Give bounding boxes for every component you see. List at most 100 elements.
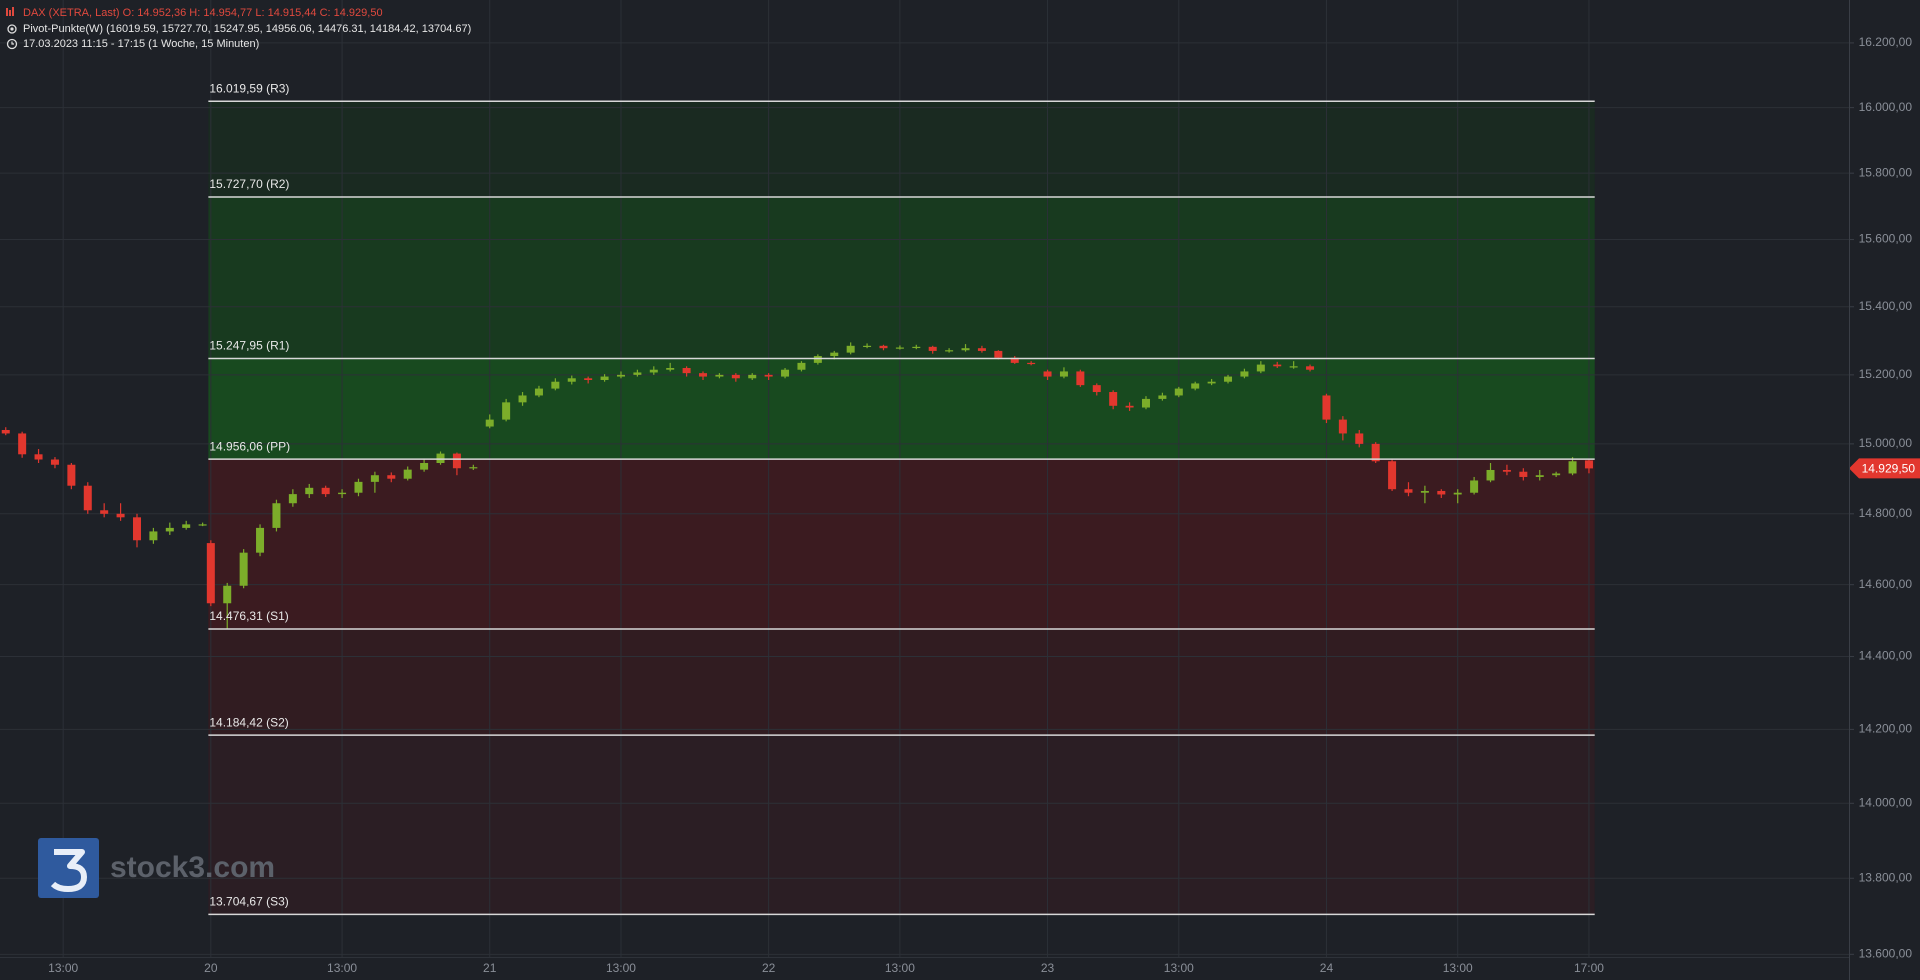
candle-body (1027, 362, 1036, 365)
candle-body (1338, 419, 1347, 434)
candle-body (1502, 469, 1511, 472)
candle-body (534, 388, 543, 396)
candle-body (731, 374, 740, 379)
pivot-label: 14.476,31 (S1) (209, 609, 288, 623)
candle-body (1240, 371, 1249, 377)
candle-body (239, 552, 248, 586)
candle-body (198, 524, 207, 526)
candle-body (1109, 392, 1118, 406)
candle-body (1306, 366, 1315, 370)
candle-body (1076, 371, 1085, 386)
candle-body (469, 467, 478, 469)
candle-body (272, 503, 281, 528)
last-price-tag (1849, 458, 1920, 479)
y-tick-label: 15.000,00 (1859, 436, 1913, 450)
candle-body (945, 350, 954, 352)
candle-body (863, 345, 872, 348)
y-tick-label: 14.200,00 (1859, 722, 1913, 736)
x-tick-label: 22 (762, 961, 776, 975)
y-tick-label: 13.800,00 (1859, 870, 1913, 884)
pivot-label: 14.184,42 (S2) (209, 715, 288, 729)
candle-body (1043, 371, 1052, 377)
candle-body (567, 378, 576, 382)
legend-icon (6, 7, 14, 16)
legend-line: DAX (XETRA, Last) O: 14.952,36 H: 14.954… (23, 7, 383, 19)
candle-body (502, 402, 511, 420)
candle-body (584, 378, 593, 381)
y-tick-label: 16.000,00 (1859, 100, 1913, 114)
legend-icon (10, 27, 14, 31)
y-tick-label: 16.200,00 (1859, 35, 1913, 49)
candle-body (67, 464, 76, 486)
y-tick-label: 14.800,00 (1859, 506, 1913, 520)
candle-body (165, 527, 174, 532)
legend-line: Pivot-Punkte(W) (16019.59, 15727.70, 152… (23, 23, 471, 35)
y-tick-label: 15.600,00 (1859, 232, 1913, 246)
pivot-zones (208, 101, 1595, 915)
candle-body (1470, 480, 1479, 493)
y-tick-label: 15.800,00 (1859, 165, 1913, 179)
pivot-label: 15.247,95 (R1) (209, 339, 289, 353)
labels: 13.600,00 13.800,00 14.000,00 14.200,00 14.4… (48, 35, 1920, 975)
x-tick-label: 13:00 (48, 961, 78, 975)
logo-glyph (50, 849, 87, 892)
candle-body (83, 485, 92, 511)
candle-body (1289, 366, 1298, 368)
candle-body (518, 395, 527, 403)
candle-body (387, 475, 396, 479)
candle-body (305, 487, 314, 495)
candle-body (321, 487, 330, 495)
candle-body (748, 374, 757, 379)
candle-body (403, 469, 412, 479)
candle-body (452, 453, 461, 469)
candle-body (1371, 443, 1380, 462)
candle-body (182, 524, 191, 528)
candle-body (370, 475, 379, 482)
watermark-logo: stock3.com (38, 838, 275, 898)
pivot-label: 13.704,67 (S3) (209, 895, 288, 909)
candle-body (1322, 395, 1331, 420)
candle-body (1125, 405, 1134, 408)
y-tick-label: 13.600,00 (1859, 946, 1913, 960)
candle-body (1552, 473, 1561, 476)
candle-body (977, 348, 986, 351)
candle-body (715, 374, 724, 377)
pivot-label: 15.727,70 (R2) (209, 177, 289, 191)
pivot-zone (208, 629, 1595, 736)
candle-body (616, 374, 625, 377)
candle-body (1, 429, 10, 434)
candle-body (132, 517, 141, 541)
candle-body (1224, 376, 1233, 382)
candle-body (682, 368, 691, 374)
x-tick-label: 13:00 (885, 961, 915, 975)
y-tick-label: 15.400,00 (1859, 299, 1913, 313)
candle-body (912, 346, 921, 349)
legend: DAX (XETRA, Last) O: 14.952,36 H: 14.954… (6, 7, 471, 50)
candle-body (551, 381, 560, 389)
candle-body (1453, 492, 1462, 495)
candle-body (1256, 364, 1265, 372)
candle-body (1584, 460, 1593, 469)
x-tick-label: 24 (1320, 961, 1334, 975)
candle-body (485, 419, 494, 427)
candle-body (1059, 371, 1068, 377)
x-tick-label: 17:00 (1574, 961, 1604, 975)
candle-body (1535, 475, 1544, 477)
candle-body (1486, 469, 1495, 481)
candle-body (1388, 461, 1397, 490)
candle-body (600, 376, 609, 381)
pivot-zone (208, 735, 1595, 915)
candle-body (895, 347, 904, 349)
candle-body (879, 345, 888, 349)
candle-body (994, 350, 1003, 358)
candle-body (797, 362, 806, 370)
candle-body (50, 459, 59, 465)
candle-body (781, 369, 790, 377)
y-tick-label: 14.400,00 (1859, 649, 1913, 663)
candle-body (928, 346, 937, 351)
y-tick-label: 14.000,00 (1859, 795, 1913, 809)
legend-icon (7, 24, 17, 34)
candle-body (1092, 385, 1101, 393)
candle-body (1141, 398, 1150, 408)
candle-body (813, 356, 822, 363)
